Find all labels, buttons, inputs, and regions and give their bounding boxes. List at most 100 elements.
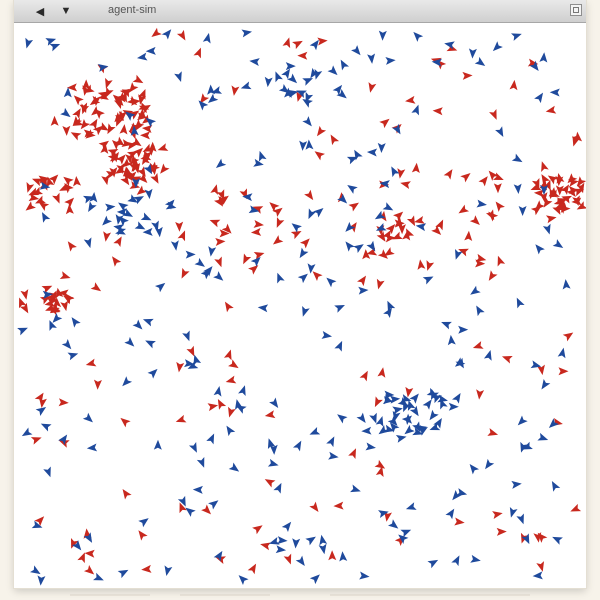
agent-arrow	[52, 192, 60, 204]
agent-arrow	[492, 511, 503, 519]
forward-arrow-icon[interactable]: ▼	[60, 5, 72, 17]
close-box-icon[interactable]	[570, 4, 582, 16]
agent-arrow	[318, 543, 327, 555]
agent-arrow	[568, 178, 579, 187]
back-arrow-icon[interactable]: ◀	[35, 5, 45, 18]
agent-arrow	[58, 398, 69, 407]
agent-arrow	[456, 488, 468, 496]
agent-arrow	[470, 285, 481, 295]
agent-arrow	[483, 350, 492, 361]
agent-arrow	[444, 41, 455, 50]
agent-arrow	[142, 154, 150, 165]
simulation-canvas[interactable]	[14, 23, 586, 588]
agent-arrow	[179, 502, 187, 514]
agent-arrow	[136, 185, 148, 195]
agent-arrow	[208, 246, 217, 257]
agent-arrow	[571, 131, 583, 142]
agent-arrow	[469, 215, 480, 225]
agent-arrow	[496, 527, 507, 536]
agent-arrow	[509, 506, 518, 518]
agent-arrow	[377, 367, 386, 378]
agent-arrow	[138, 518, 149, 528]
agent-arrow	[112, 94, 123, 105]
agent-arrow	[330, 134, 340, 146]
agent-arrow	[151, 27, 162, 38]
agent-arrow	[49, 43, 61, 52]
agent-arrow	[451, 555, 460, 567]
agent-arrow	[470, 554, 481, 563]
agent-arrow	[208, 500, 219, 510]
agent-arrow	[221, 223, 232, 234]
agent-arrow	[452, 489, 462, 501]
agent-arrow	[432, 107, 443, 116]
agent-arrow	[305, 139, 314, 150]
agent-arrow	[39, 181, 51, 190]
agent-arrow	[555, 200, 567, 209]
agent-arrow	[122, 488, 132, 500]
agent-arrow	[97, 64, 109, 72]
agent-arrow	[412, 427, 424, 436]
agent-arrow	[252, 206, 264, 214]
agent-arrow	[533, 189, 545, 198]
agent-arrow	[198, 100, 209, 111]
agent-arrow	[213, 550, 223, 562]
agent-arrow	[113, 236, 122, 248]
agent-arrow	[346, 156, 358, 165]
agent-arrow	[513, 183, 522, 194]
agent-arrow	[291, 223, 302, 233]
agent-arrow	[359, 370, 368, 382]
agent-arrow	[49, 306, 60, 315]
agent-arrow	[93, 572, 104, 581]
agent-arrow	[549, 88, 560, 97]
agent-arrow	[105, 203, 116, 212]
agent-arrow	[385, 56, 396, 65]
agent-arrow	[314, 151, 325, 161]
agent-arrow	[458, 325, 469, 334]
agent-arrow	[313, 208, 324, 218]
agent-arrow	[17, 327, 28, 336]
agent-arrow	[476, 389, 485, 400]
agent-arrow	[79, 102, 88, 114]
agent-arrow	[277, 536, 288, 545]
agent-arrow	[41, 285, 53, 294]
agent-arrow	[400, 529, 412, 538]
agent-arrow	[531, 178, 540, 189]
agent-arrow	[93, 379, 102, 390]
agent-arrow	[105, 86, 114, 98]
agent-arrow	[277, 272, 285, 284]
agent-arrow	[228, 462, 240, 472]
agent-arrow	[70, 132, 82, 141]
agent-arrow	[409, 393, 419, 404]
agent-arrow	[145, 340, 156, 349]
agent-arrow	[543, 197, 553, 208]
agent-arrow	[545, 215, 557, 224]
agent-arrow	[225, 375, 237, 384]
agent-arrow	[332, 84, 343, 96]
agent-arrow	[403, 401, 411, 413]
agent-arrow	[102, 215, 113, 226]
agent-arrow	[296, 90, 307, 99]
agent-arrow	[292, 538, 301, 549]
agent-arrow	[309, 427, 321, 435]
agent-arrow	[489, 109, 497, 120]
agent-arrow	[67, 241, 77, 252]
agent-arrow	[402, 230, 411, 241]
agent-arrow	[161, 29, 172, 40]
agent-arrow	[374, 396, 383, 408]
agent-arrow	[26, 182, 35, 193]
agent-arrow	[382, 202, 394, 211]
agent-arrow	[151, 220, 159, 232]
agent-arrow	[231, 85, 240, 96]
agent-arrow	[175, 221, 184, 232]
agent-arrow	[215, 158, 227, 168]
agent-arrow	[253, 158, 264, 167]
agent-arrow	[411, 162, 420, 174]
agent-arrow	[219, 229, 230, 238]
agent-arrow	[67, 352, 79, 361]
agent-arrow	[304, 189, 314, 201]
agent-arrow	[240, 81, 252, 90]
agent-arrow	[562, 332, 574, 342]
agent-arrow	[448, 402, 459, 411]
agent-arrow	[334, 305, 345, 313]
agent-arrow	[118, 111, 127, 122]
